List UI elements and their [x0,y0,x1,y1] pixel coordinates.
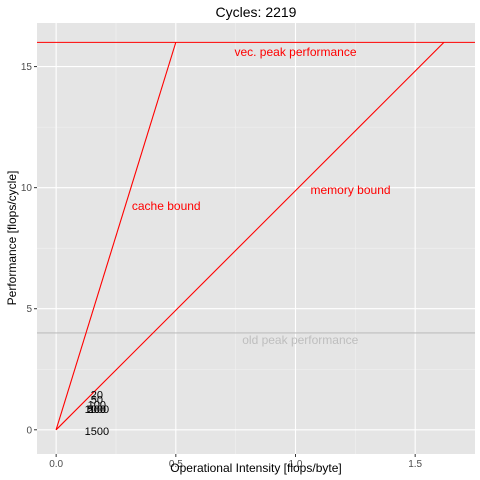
data-point-label: 20 [91,390,103,402]
y-tick-label: 15 [21,62,33,73]
annotation-label: memory bound [311,183,391,197]
x-tick-label: 1.0 [289,459,303,470]
y-axis-title: Performance [flops/cycle] [5,171,19,306]
plot-panel [37,23,475,454]
y-tick-label: 10 [21,183,33,194]
bound-line [55,42,177,430]
chart-title: Cycles: 2219 [216,4,297,20]
data-point-label: 1500 [85,426,109,438]
y-tick-label: 0 [26,425,32,436]
y-axis-ticks: 0 5 10 15 [21,62,37,436]
data-point-label: 100 [88,399,106,411]
annotations: vec. peak performance cache bound memory b… [132,45,391,347]
bound-line [55,42,445,431]
data-point-label: 50 [91,395,103,407]
x-axis-title: Operational Intensity [flops/byte] [170,461,341,475]
x-tick-label: 0.0 [49,459,63,470]
annotation-label: cache bound [132,199,201,213]
x-axis-ticks: 0.0 0.5 1.0 1.5 [49,454,423,470]
annotation-label: old peak performance [242,333,358,347]
x-tick-label: 0.5 [169,459,183,470]
grid-lines [37,23,475,454]
annotation-label: vec. peak performance [234,45,356,59]
x-tick-label: 1.5 [408,459,422,470]
data-point-label: 200 [88,404,106,416]
bound-lines [37,41,475,431]
data-point-label: 500 [88,404,106,416]
y-tick-label: 5 [26,304,32,315]
data-point-label: 1000 [85,404,109,416]
